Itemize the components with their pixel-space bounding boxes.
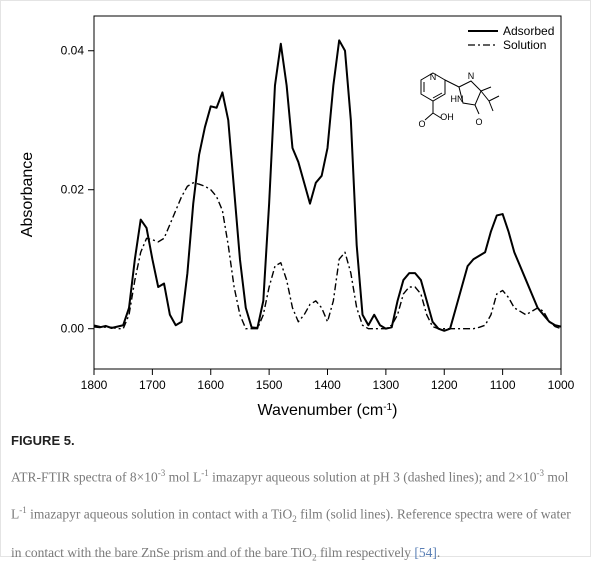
figure: N N HN O OH O 0.00 0.02 0.04 1800 1700 1600 1500 140… bbox=[0, 0, 591, 562]
ring bbox=[458, 80, 482, 106]
caption-text: -1 bbox=[19, 504, 27, 515]
bond bbox=[488, 100, 494, 112]
inset-label: O bbox=[475, 117, 482, 127]
inset-label: N bbox=[468, 71, 475, 81]
bond bbox=[432, 112, 442, 119]
bond bbox=[480, 90, 490, 102]
inset-label: O bbox=[418, 119, 425, 129]
structure-inset: N N HN O OH O bbox=[418, 71, 500, 129]
inset-label: N bbox=[430, 72, 437, 82]
x-tick-label: 1600 bbox=[197, 378, 224, 392]
legend-label: Adsorbed bbox=[503, 24, 554, 38]
bond bbox=[488, 95, 500, 102]
x-tick-label: 1300 bbox=[373, 378, 400, 392]
bond bbox=[444, 79, 460, 88]
x-axis-label-part: Wavenumber (cm bbox=[258, 402, 384, 419]
caption: ATR-FTIR spectra of 8×10-3 mol L-1 imaza… bbox=[11, 457, 581, 574]
caption-text: 2 bbox=[292, 513, 297, 524]
bond bbox=[432, 92, 443, 99]
x-tick-label: 1100 bbox=[490, 378, 516, 392]
caption-text: film (solid lines). Reference spectra we… bbox=[11, 506, 571, 560]
x-tick-label: 1200 bbox=[431, 378, 458, 392]
x-tick-label: 1000 bbox=[548, 378, 575, 392]
x-axis-label-part: ) bbox=[392, 402, 397, 419]
bond bbox=[474, 104, 480, 115]
caption-text: mol L bbox=[165, 469, 202, 485]
caption-text: film respectively bbox=[316, 544, 415, 560]
y-tick-label: 0.02 bbox=[61, 183, 85, 197]
x-tick-label: 1800 bbox=[81, 378, 108, 392]
citation-link[interactable]: [54] bbox=[414, 544, 437, 560]
bond bbox=[480, 86, 492, 92]
y-tick-label: 0.00 bbox=[61, 322, 85, 336]
series-line bbox=[93, 182, 562, 330]
y-axis-label: Absorbance bbox=[19, 152, 36, 237]
chart: N N HN O OH O 0.00 0.02 0.04 1800 1700 1600 1500 140… bbox=[19, 15, 575, 420]
x-tick-label: 1500 bbox=[256, 378, 283, 392]
bond bbox=[424, 112, 434, 121]
caption-text: imazapyr aqueous solution in contact wit… bbox=[26, 506, 293, 521]
x-tick-label: 1400 bbox=[314, 378, 341, 392]
inset-label: OH bbox=[440, 112, 454, 122]
y-tick-label: 0.04 bbox=[61, 44, 85, 58]
x-axis-label-part: -1 bbox=[383, 402, 392, 413]
legend-label: Solution bbox=[503, 38, 546, 52]
caption-text: -3 bbox=[536, 468, 545, 478]
caption-text: imazapyr aqueous solution at pH 3 (dashe… bbox=[208, 469, 537, 485]
series-line bbox=[93, 39, 562, 332]
caption-text: -1 bbox=[201, 468, 209, 478]
x-tick-label: 1700 bbox=[139, 378, 166, 392]
caption-text: -3 bbox=[157, 468, 166, 478]
inset-label: HN bbox=[451, 94, 464, 104]
figure-label: FIGURE 5. bbox=[11, 433, 75, 448]
caption-text: mol L bbox=[11, 469, 569, 522]
caption-text: ATR-FTIR spectra of 8×10 bbox=[11, 469, 158, 485]
caption-text: . bbox=[436, 544, 441, 560]
x-axis-label: Wavenumber (cm-1) bbox=[258, 402, 398, 420]
